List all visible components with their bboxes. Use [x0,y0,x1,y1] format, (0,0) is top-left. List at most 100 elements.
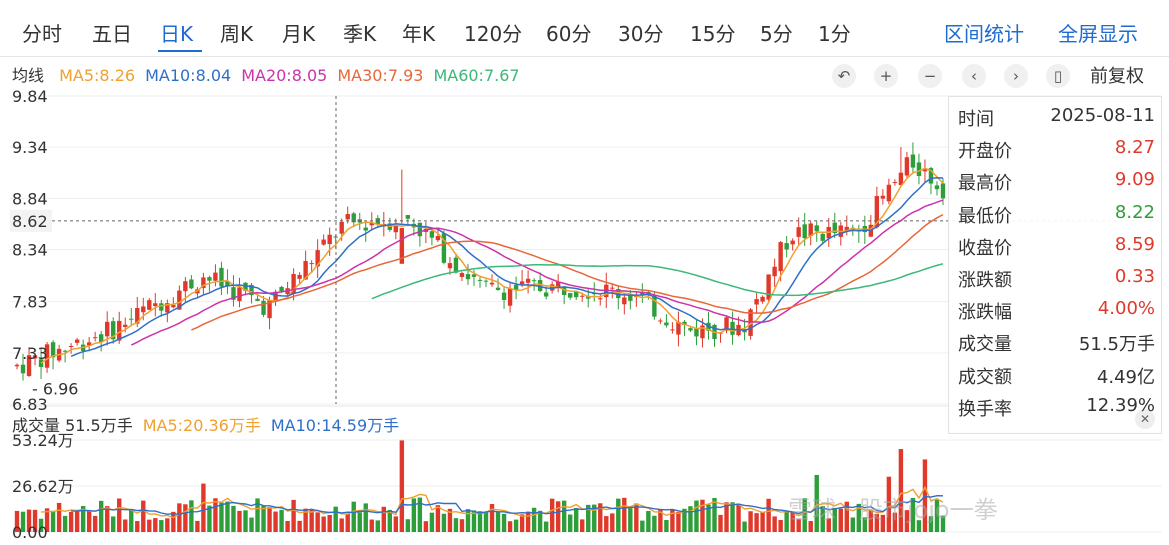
info-row: 成交额 4.49亿 [958,363,1155,393]
candle-body [580,295,585,297]
tab-2[interactable]: 五日 [92,22,132,46]
volume-bar [435,505,441,532]
volume-bar [634,503,639,532]
volume-bar [453,518,459,532]
volume-bar [808,521,813,532]
volume-bar [411,498,417,532]
info-row: 时间 2025-08-11 [958,105,1155,135]
candle-body [327,234,332,245]
candle-body [165,303,170,313]
candle-body [153,303,158,307]
candle-body [477,279,483,281]
volume-bar [519,514,525,532]
volume-bar [916,520,922,532]
ma20-line [130,199,944,346]
candle-body [694,328,699,337]
candle-body [495,287,501,290]
volume-bar [135,521,140,532]
tab-7[interactable]: 年K [402,22,436,46]
volume-bar [309,509,314,532]
tab-11[interactable]: 15分 [690,22,736,46]
volume-bar [604,516,609,532]
candle-body [574,291,579,298]
tab-5[interactable]: 月K [282,22,316,46]
fullscreen-link[interactable]: 全屏显示 [1058,22,1138,46]
zoom-out-icon[interactable]: − [918,64,942,88]
info-row: 开盘价 8.27 [958,137,1155,167]
candle-body [519,281,525,285]
interval-stats-link[interactable]: 区间统计 [944,22,1024,46]
close-icon[interactable]: ✕ [1135,409,1155,429]
undo-icon[interactable]: ↶ [832,64,856,88]
tab-8[interactable]: 120分 [464,22,523,46]
candle-body [598,298,603,300]
tab-4[interactable]: 周K [220,22,254,46]
zoom-in-icon[interactable]: + [874,64,898,88]
volume-bar [387,509,393,532]
volume-bar [537,510,543,532]
volume-bar [123,519,128,532]
volume-bar [862,517,868,532]
volume-bar [483,511,489,532]
volume-bar [44,508,50,532]
next-icon[interactable]: › [1004,64,1028,88]
volume-bar [351,501,356,532]
candle-body [610,287,615,289]
candle-body [652,295,657,317]
tab-12[interactable]: 5分 [760,22,793,46]
volume-bar [255,498,260,532]
volume-bar [760,512,765,532]
volume-bar [219,502,224,532]
volume-bar [80,505,86,532]
crosshair-price-bg [10,209,52,232]
volume-bar [616,498,621,532]
tab-1[interactable]: 分时 [22,22,62,46]
volume-bar [652,515,657,532]
volume-bar [129,510,134,532]
volume-bar [574,507,579,532]
volume-bar [26,509,32,532]
candle-icon[interactable]: ▯ [1046,64,1070,88]
volume-bar [658,509,663,532]
candle-body [399,228,405,264]
volume-bar [610,513,615,532]
volume-bar [892,512,898,532]
tab-9[interactable]: 60分 [546,22,592,46]
ma5-line [40,167,944,364]
candle-body [393,224,399,233]
volume-bar [399,440,405,532]
tab-10[interactable]: 30分 [618,22,664,46]
ma60-line [371,263,944,300]
candle-body [207,277,212,281]
candle-body [561,286,567,295]
price-adjust-selector[interactable]: 前复权 [1090,66,1144,87]
candle-body [844,226,849,231]
candle-body [117,320,122,341]
volume-bar [580,519,585,532]
volume-bar [92,515,98,532]
candle-body [297,274,302,279]
volume-bar [381,506,386,532]
tab-3[interactable]: 日K [160,22,194,46]
prev-icon[interactable]: ‹ [962,64,986,88]
volume-bar [513,519,519,532]
tab-13[interactable]: 1分 [818,22,851,46]
candle-body [345,214,350,220]
volume-tick-label: 0.00 [12,523,48,542]
candle-body [832,222,837,234]
tab-6[interactable]: 季K [343,22,377,46]
volume-bar [237,510,242,532]
volume-bar [766,498,771,532]
volume-bar [62,515,68,532]
price-tick-label: 7.83 [12,293,48,312]
candle-body [928,168,934,184]
volume-bar [183,504,188,532]
info-row: 最低价 8.22 [958,202,1155,232]
volume-bar [754,513,759,532]
candle-body [808,223,813,236]
candle-body [261,300,266,315]
volume-bar [640,520,645,532]
candle-body [507,288,513,306]
volume-bar [285,520,290,532]
